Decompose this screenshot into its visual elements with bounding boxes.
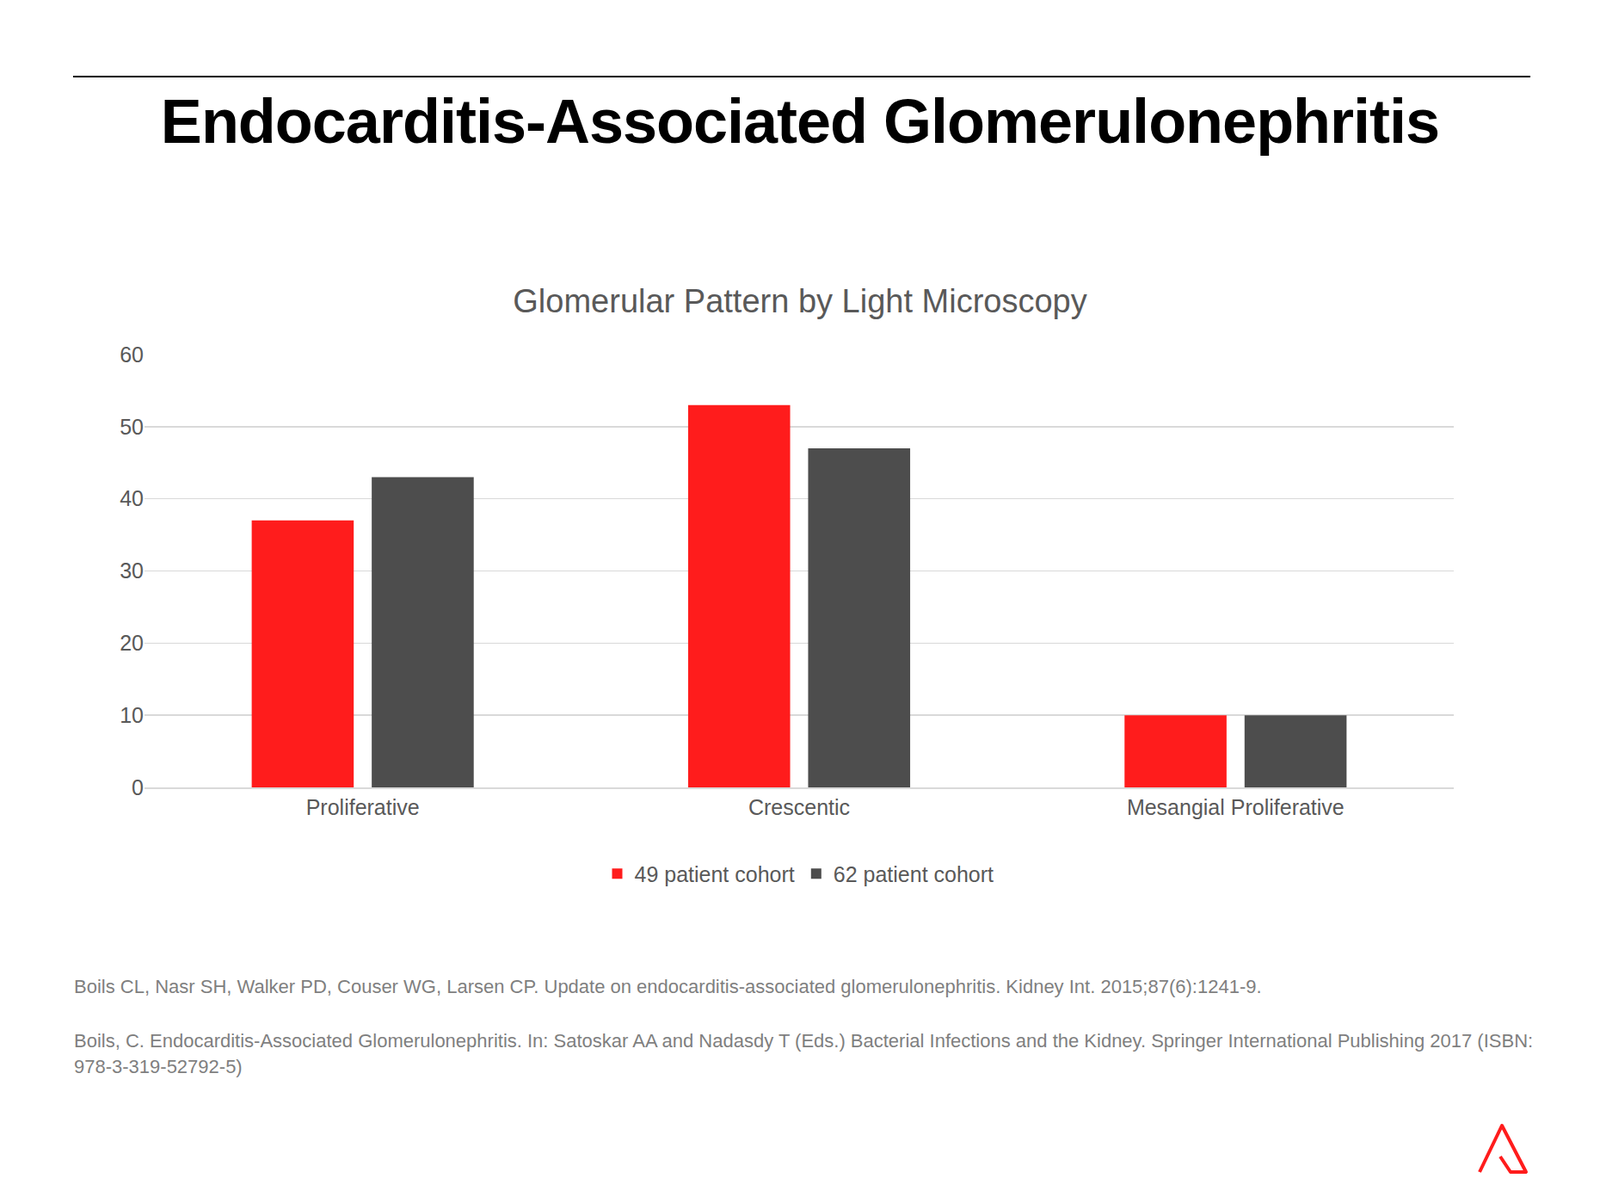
svg-text:40: 40 xyxy=(119,486,144,511)
svg-text:Proliferative: Proliferative xyxy=(306,794,420,819)
svg-text:20: 20 xyxy=(119,630,144,655)
html-text:Boils CL, Nasr SH, Walker PD,: Boils CL, Nasr SH, Walker PD, Couser WG,… xyxy=(73,975,1262,997)
svg-text:10: 10 xyxy=(119,702,144,727)
html-text:Boils, C. Endocarditis-Associa: Boils, C. Endocarditis-Associated Glomer… xyxy=(73,1029,1533,1077)
svg-text:60: 60 xyxy=(119,342,144,367)
html-text:Endocarditis-Associated Glomer: Endocarditis-Associated Glomerulonephrit… xyxy=(160,86,1440,156)
svg-text:62 patient cohort: 62 patient cohort xyxy=(833,861,994,887)
svg-text:30: 30 xyxy=(119,558,144,583)
svg-text:Glomerular Pattern by Light Mi: Glomerular Pattern by Light Microscopy xyxy=(512,283,1087,320)
svg-text:49 patient cohort: 49 patient cohort xyxy=(634,861,795,887)
svg-text:Crescentic: Crescentic xyxy=(748,794,850,819)
svg-text:Mesangial Proliferative: Mesangial Proliferative xyxy=(1126,794,1345,819)
svg-text:50: 50 xyxy=(119,414,144,439)
svg-text:0: 0 xyxy=(131,775,144,800)
